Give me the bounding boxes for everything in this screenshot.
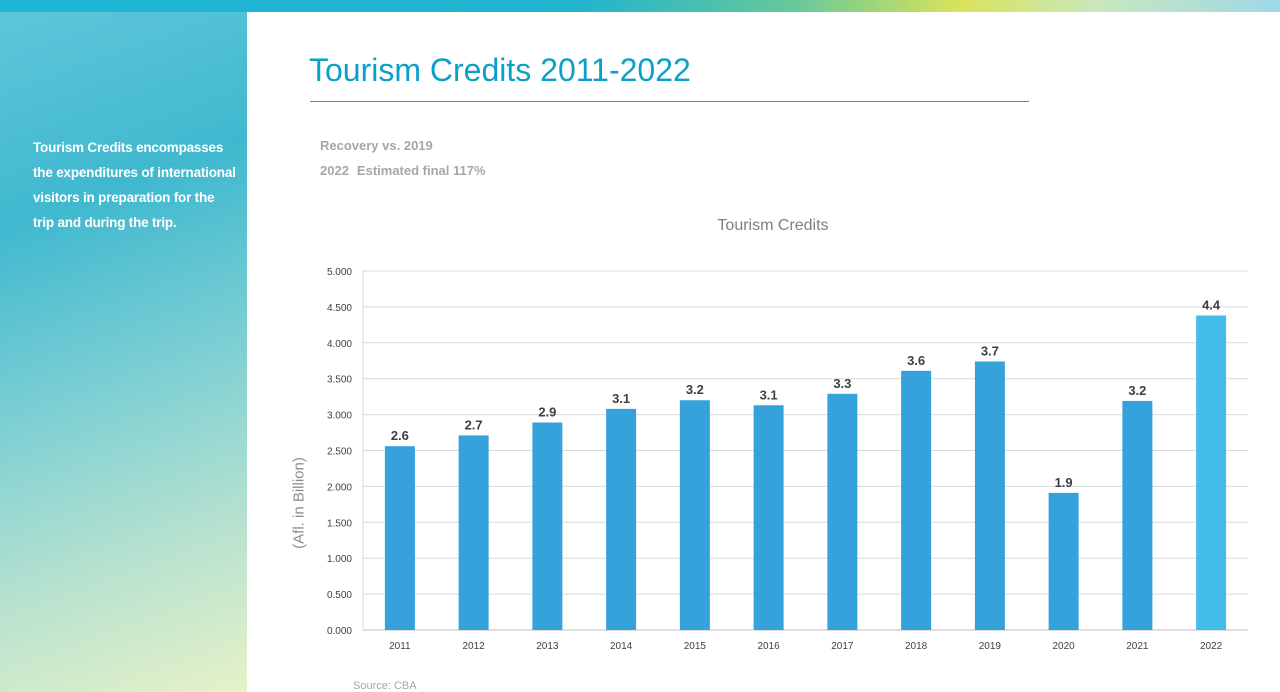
bar-value-label: 2.9 bbox=[538, 404, 556, 419]
bar bbox=[532, 422, 563, 630]
recovery-detail: 2022 Estimated final 117% bbox=[320, 163, 486, 178]
x-tick-label: 2012 bbox=[463, 641, 486, 652]
bar bbox=[458, 435, 489, 630]
bar bbox=[974, 361, 1005, 630]
y-tick-label: 3.000 bbox=[327, 411, 352, 422]
x-tick-label: 2022 bbox=[1200, 641, 1223, 652]
x-tick-label: 2014 bbox=[610, 641, 633, 652]
bar-value-label: 2.7 bbox=[465, 417, 483, 432]
sidebar-panel bbox=[0, 12, 247, 692]
bar-value-label: 2.6 bbox=[391, 428, 409, 443]
bar bbox=[753, 405, 784, 630]
bar bbox=[1048, 492, 1079, 630]
y-tick-label: 3.500 bbox=[327, 375, 352, 386]
bar-value-label: 3.7 bbox=[981, 343, 999, 358]
bar bbox=[384, 446, 415, 630]
sidebar-description: Tourism Credits encompasses the expendit… bbox=[33, 140, 236, 230]
bar bbox=[679, 400, 710, 630]
bar-value-label: 3.1 bbox=[760, 387, 778, 402]
bar-value-label: 3.2 bbox=[686, 382, 704, 397]
y-tick-label: 5.000 bbox=[327, 267, 352, 278]
bar-value-label: 3.6 bbox=[907, 353, 925, 368]
y-tick-label: 2.500 bbox=[327, 447, 352, 458]
x-tick-label: 2017 bbox=[831, 641, 854, 652]
y-tick-label: 1.500 bbox=[327, 518, 352, 529]
bar-value-label: 1.9 bbox=[1055, 475, 1073, 490]
bar bbox=[606, 408, 637, 630]
y-tick-label: 0.500 bbox=[327, 590, 352, 601]
bar bbox=[827, 393, 858, 630]
y-tick-label: 4.000 bbox=[327, 339, 352, 350]
bar-value-label: 3.2 bbox=[1128, 383, 1146, 398]
y-tick-label: 2.000 bbox=[327, 482, 352, 493]
x-tick-label: 2013 bbox=[536, 641, 559, 652]
x-tick-label: 2018 bbox=[905, 641, 928, 652]
title-underline bbox=[310, 101, 1029, 102]
bar bbox=[1196, 315, 1227, 630]
recovery-year: 2022 bbox=[320, 163, 349, 178]
x-tick-label: 2020 bbox=[1053, 641, 1076, 652]
x-tick-label: 2019 bbox=[979, 641, 1002, 652]
recovery-heading: Recovery vs. 2019 bbox=[320, 138, 433, 153]
bar-value-label: 3.1 bbox=[612, 391, 630, 406]
top-gradient-band bbox=[0, 0, 1280, 12]
bar-value-label: 4.4 bbox=[1202, 298, 1221, 313]
chart-title: Tourism Credits bbox=[717, 217, 829, 234]
bar bbox=[1122, 400, 1153, 630]
recovery-value: Estimated final 117% bbox=[356, 163, 486, 178]
y-tick-label: 0.000 bbox=[327, 626, 352, 637]
y-tick-label: 1.000 bbox=[327, 554, 352, 565]
x-tick-label: 2021 bbox=[1126, 641, 1149, 652]
source-note: Source: CBA bbox=[353, 680, 417, 692]
bar bbox=[901, 370, 932, 630]
x-tick-label: 2015 bbox=[684, 641, 707, 652]
y-tick-label: 4.500 bbox=[327, 303, 352, 314]
bar-value-label: 3.3 bbox=[833, 376, 851, 391]
x-tick-label: 2011 bbox=[389, 641, 411, 652]
page-title: Tourism Credits 2011-2022 bbox=[309, 52, 691, 88]
x-tick-label: 2016 bbox=[758, 641, 781, 652]
